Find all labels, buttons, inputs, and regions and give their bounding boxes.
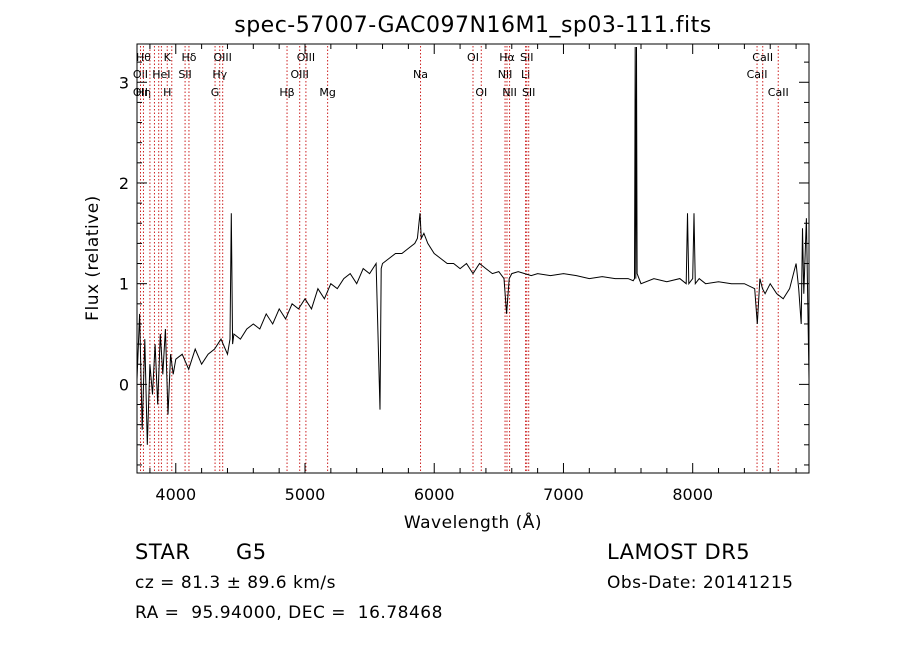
x-tick-label-2: 6000 — [414, 485, 455, 504]
line-label-26-row2: CaII — [747, 68, 768, 81]
observation-date: Obs-Date: 20141215 — [607, 573, 794, 593]
line-label-25-row3: SII — [522, 86, 535, 99]
line-label-15-row1: OIII — [297, 51, 315, 64]
y-tick-label-1: 1 — [119, 275, 129, 294]
y-tick-label-2: 2 — [119, 174, 129, 193]
x-tick-label-1: 5000 — [285, 485, 326, 504]
subclass: G5 — [236, 540, 267, 564]
line-label-1-row3: Hη — [136, 86, 151, 99]
y-axis-label: Flux (relative) — [83, 195, 103, 321]
x-tick-label-3: 7000 — [543, 485, 584, 504]
y-tick-label-3: 3 — [119, 73, 129, 92]
line-label-5-row2: HeI — [152, 68, 170, 81]
y-tick-label-0: 0 — [119, 375, 129, 394]
line-label-24-row1: SII — [520, 51, 533, 64]
axis-ticks: 4000 5000 6000 7000 8000 0 1 2 3 — [119, 44, 809, 504]
line-label-16-row3: Mg — [319, 86, 335, 99]
line-label-22-row3: NII — [502, 86, 517, 99]
line-label-8-row2: SII — [178, 68, 191, 81]
line-label-19-row3: OI — [475, 86, 487, 99]
line-label-27-row1: CaII — [752, 51, 773, 64]
line-label-23-row2: Li — [521, 68, 530, 81]
x-axis-label: Wavelength (Å) — [404, 511, 542, 533]
line-label-20-row2: NII — [498, 68, 513, 81]
line-label-6-row3: H — [163, 86, 171, 99]
x-tick-label-4: 8000 — [672, 485, 713, 504]
coordinates: RA = 95.94000, DEC = 16.78468 — [135, 603, 443, 623]
line-label-0-row2: OII — [133, 68, 148, 81]
line-label-18-row1: OI — [467, 51, 479, 64]
line-label-11-row2: Hγ — [212, 68, 227, 81]
line-label-13-row3: Hβ — [279, 86, 294, 99]
object-class: STAR — [135, 540, 191, 564]
line-label-14-row2: OIII — [291, 68, 309, 81]
x-tick-label-0: 4000 — [155, 485, 196, 504]
line-label-12-row1: OIII — [213, 51, 231, 64]
line-label-28-row3: CaII — [768, 86, 789, 99]
redshift-velocity: cz = 81.3 ± 89.6 km/s — [135, 573, 336, 593]
spectral-line-markers: OIIOIIHθHηHeIKHSIIHδGHγOIIIHβOIIIOIIIMgN… — [133, 46, 789, 473]
line-label-9-row1: Hδ — [181, 51, 196, 64]
line-label-10-row3: G — [211, 86, 220, 99]
series-layer — [137, 46, 809, 445]
chart-title: spec-57007-GAC097N16M1_sp03-111.fits — [234, 13, 712, 38]
line-label-6-row1: K — [164, 51, 172, 64]
plot-frame — [136, 43, 810, 474]
line-label-21-row1: Hα — [499, 51, 515, 64]
line-label-17-row2: Na — [413, 68, 428, 81]
line-label-1-row1: Hθ — [136, 51, 151, 64]
spectrum-series-0 — [137, 46, 809, 445]
survey-name: LAMOST DR5 — [607, 540, 751, 564]
